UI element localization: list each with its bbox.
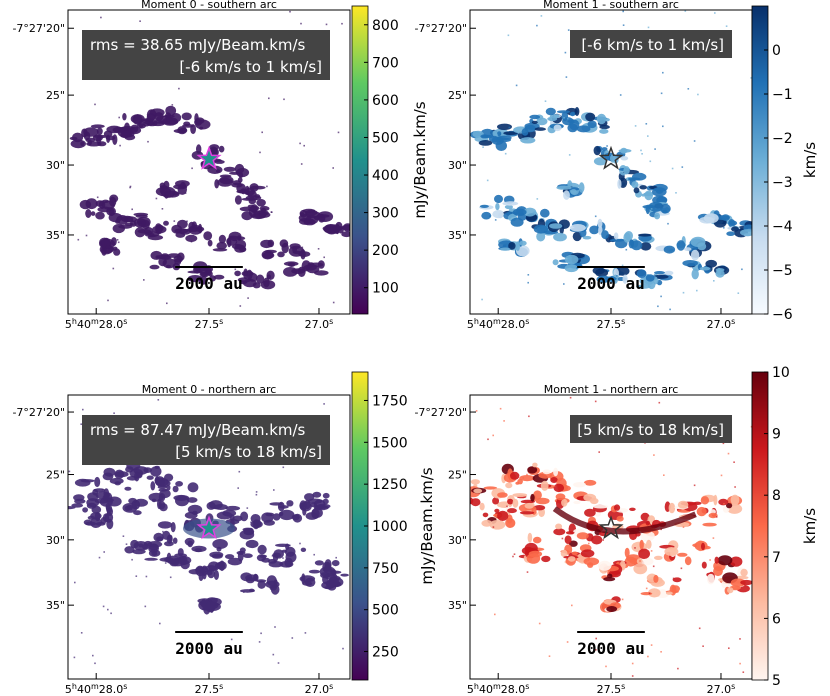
annotation-box (82, 30, 330, 80)
y-tick-label: 35" (448, 229, 467, 242)
y-tick-label: 25" (448, 469, 467, 482)
colorbar-tick-label: 500 (372, 130, 399, 146)
y-tick-label: 35" (448, 599, 467, 612)
colorbar-tick-label: 1250 (372, 477, 408, 493)
y-tick-label: 35" (46, 599, 65, 612)
panel-title: Moment 1 - northern arc (544, 383, 679, 396)
x-tick-label: 27.5s (597, 317, 626, 331)
colorbar-tick-label: 1750 (372, 393, 408, 409)
panel-title: Moment 0 - northern arc (142, 383, 277, 396)
colorbar-tick-label: 200 (372, 243, 399, 259)
colorbar-tick-label: 500 (372, 603, 399, 619)
y-tick-label: 30" (448, 159, 467, 172)
y-tick-label: 25" (448, 89, 467, 102)
colorbar-tick-label: 1500 (372, 435, 408, 451)
colorbar (751, 5, 769, 315)
scalebar-label: 2000 au (577, 639, 644, 658)
colorbar-tick-label: 7 (772, 550, 781, 566)
scalebar-label: 2000 au (175, 274, 242, 293)
panel-title: Moment 1 - southern arc (543, 0, 679, 11)
panel-4: Moment 1 - northern arc 2000 au [5 km/s to… (414, 365, 819, 696)
colorbar-tick-label: 600 (372, 93, 399, 109)
x-tick-label: 27.0s (305, 317, 334, 331)
x-tick-label: 27.0s (707, 317, 736, 331)
scalebar-label: 2000 au (577, 274, 644, 293)
x-tick-label: 27.5s (597, 682, 626, 696)
colorbar-tick-label: 300 (372, 206, 399, 222)
annotation-line: [-6 km/s to 1 km/s] (581, 36, 724, 54)
colorbar-tick-label: 100 (372, 281, 399, 297)
colorbar-label: km/s (801, 508, 819, 544)
x-tick-label: 27.0s (707, 682, 736, 696)
annotation-line: [5 km/s to 18 km/s] (577, 421, 724, 439)
colorbar-tick-label: 9 (772, 427, 781, 443)
colorbar-tick-label: −2 (772, 131, 793, 147)
emission-map (69, 10, 350, 307)
colorbar-tick-label: 6 (772, 611, 781, 627)
colorbar-tick-label: 250 (372, 645, 399, 661)
panel-3: Moment 0 - northern arc 2000 au rms = 87.4… (12, 371, 436, 696)
emission-map (68, 399, 349, 665)
panel-title: Moment 0 - southern arc (141, 0, 277, 11)
y-tick-label: -7°27'20" (414, 22, 467, 35)
x-tick-label: 5h40m28.0s (467, 317, 530, 331)
colorbar-tick-label: 400 (372, 168, 399, 184)
y-tick-label: 30" (448, 534, 467, 547)
scalebar-label: 2000 au (175, 639, 242, 658)
colorbar-label: mJy/Beam.km/s (418, 467, 436, 584)
colorbar-tick-label: 5 (772, 673, 781, 689)
x-tick-label: 5h40m28.0s (467, 682, 530, 696)
colorbar-tick-label: 750 (372, 561, 399, 577)
colorbar (351, 5, 369, 315)
y-tick-label: -7°27'20" (12, 406, 65, 419)
annotation-line: rms = 87.47 mJy/Beam.km/s (90, 421, 306, 439)
colorbar-label: mJy/Beam.km/s (411, 101, 429, 218)
annotation-line: rms = 38.65 mJy/Beam.km/s (90, 36, 306, 54)
annotation-box (570, 30, 732, 58)
emission-map (470, 10, 752, 311)
annotation-box (82, 415, 330, 465)
x-tick-label: 27.5s (195, 682, 224, 696)
emission-map (470, 396, 752, 677)
colorbar-label: km/s (801, 142, 819, 178)
annotation-line: [5 km/s to 18 km/s] (175, 443, 322, 461)
colorbar-tick-label: 0 (772, 43, 781, 59)
y-tick-label: -7°27'20" (414, 406, 467, 419)
x-tick-label: 5h40m28.0s (65, 682, 128, 696)
colorbar-tick-label: 8 (772, 488, 781, 504)
star-marker (196, 145, 222, 170)
panel-2: Moment 1 - southern arc 2000 au [-6 km/s t… (414, 0, 819, 331)
colorbar-tick-label: −1 (772, 87, 793, 103)
y-tick-label: 30" (46, 159, 65, 172)
y-tick-label: 25" (46, 89, 65, 102)
y-tick-label: -7°27'20" (12, 22, 65, 35)
colorbar (751, 371, 769, 681)
colorbar-tick-label: 700 (372, 55, 399, 71)
star-marker (598, 515, 624, 540)
x-tick-label: 5h40m28.0s (65, 317, 128, 331)
colorbar-tick-label: 10 (772, 365, 790, 381)
annotation-box (570, 415, 732, 443)
colorbar-tick-label: −5 (772, 263, 793, 279)
plot-area (470, 10, 752, 314)
colorbar-tick-label: 800 (372, 18, 399, 34)
annotation-line: [-6 km/s to 1 km/s] (179, 58, 322, 76)
star-marker (598, 145, 624, 170)
x-tick-label: 27.5s (195, 317, 224, 331)
colorbar-tick-label: −6 (772, 307, 793, 323)
colorbar-tick-label: 1000 (372, 519, 408, 535)
colorbar-tick-label: −3 (772, 175, 793, 191)
y-tick-label: 30" (46, 534, 65, 547)
panel-1: Moment 0 - southern arc 2000 au rms = 38.6… (12, 0, 429, 331)
star-marker (196, 515, 222, 540)
colorbar-tick-label: −4 (772, 219, 793, 235)
y-tick-label: 35" (46, 229, 65, 242)
y-tick-label: 25" (46, 469, 65, 482)
x-tick-label: 27.0s (305, 682, 334, 696)
